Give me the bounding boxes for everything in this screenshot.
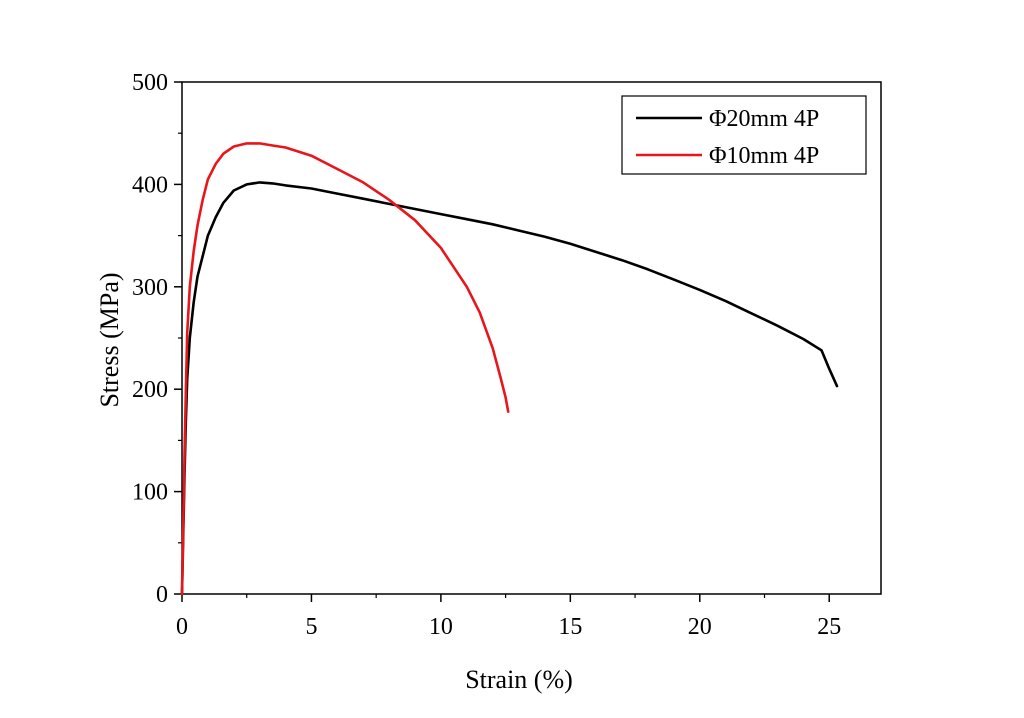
x-tick-label: 20 — [688, 614, 712, 640]
series-line-1 — [180, 142, 510, 596]
legend-label-phi10: Φ10mm 4P — [709, 143, 819, 169]
y-axis-ticks: 0 100 200 300 400 500 — [132, 70, 182, 608]
legend: Φ20mm 4P Φ10mm 4P — [621, 95, 867, 175]
y-axis-title: Stress (MPa) — [95, 272, 124, 407]
series-layer — [180, 142, 839, 596]
y-tick-label: 500 — [132, 70, 168, 96]
x-tick-label: 15 — [558, 614, 582, 640]
legend-label-phi20: Φ20mm 4P — [709, 106, 819, 132]
x-tick-label: 0 — [176, 614, 188, 640]
legend-box — [621, 95, 867, 175]
y-tick-label: 200 — [132, 377, 168, 403]
x-tick-label: 25 — [817, 614, 841, 640]
y-tick-label: 300 — [132, 275, 168, 301]
minor-ticks — [178, 132, 766, 598]
y-tick-label: 100 — [132, 480, 168, 506]
series-line-0 — [180, 181, 839, 596]
x-axis-title: Strain (%) — [465, 665, 573, 694]
y-tick-label: 400 — [132, 172, 168, 198]
x-axis-ticks: 0 5 10 15 20 25 — [176, 594, 841, 640]
x-tick-label: 5 — [305, 614, 317, 640]
x-tick-label: 10 — [429, 614, 453, 640]
y-tick-label: 0 — [156, 582, 168, 608]
